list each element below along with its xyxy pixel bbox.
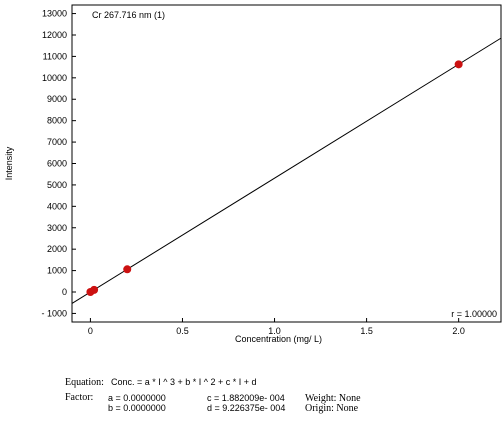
data-point (90, 285, 99, 294)
correlation-annotation: r = 1.00000 (451, 309, 497, 319)
factor-d: d = 9.226375e- 004 (207, 403, 285, 413)
equation-footer: Equation: Conc. = a * I ^ 3 + b * I ^ 2 … (65, 377, 361, 414)
y-tick-label: 5000 (47, 180, 67, 190)
y-tick-label: 10000 (42, 73, 67, 83)
y-axis-ticks: - 1000 0 1000 2000 3000 4000 5000 6000 7000 8000 9… (41, 9, 76, 318)
y-tick-label: 8000 (47, 116, 67, 126)
y-tick-label: 9000 (47, 94, 67, 104)
y-tick-label: 1000 (47, 266, 67, 276)
y-tick-label: 3000 (47, 223, 67, 233)
x-tick-label: 1.5 (360, 326, 373, 336)
weight-label: Weight: None (305, 393, 361, 404)
y-tick-label: 6000 (47, 159, 67, 169)
data-point (123, 265, 132, 274)
y-tick-label: 7000 (47, 137, 67, 147)
plot-area: - 1000 0 1000 2000 3000 4000 5000 6000 7000 8000 9… (41, 4, 502, 336)
data-point (454, 60, 463, 69)
equation-text: Conc. = a * I ^ 3 + b * I ^ 2 + c * I + … (111, 377, 257, 387)
x-axis-ticks: 0 0.5 1.0 1.5 2.0 (88, 318, 465, 336)
y-tick-label: 4000 (47, 201, 67, 211)
chart-title: Cr 267.716 nm (1) (92, 10, 165, 20)
fit-line (71, 37, 502, 304)
y-tick-label: - 1000 (41, 308, 67, 318)
factor-a: a = 0.0000000 (108, 393, 166, 403)
y-tick-label: 11000 (43, 51, 67, 61)
equation-label: Equation: (65, 377, 104, 388)
x-axis-label: Concentration (mg/ L) (235, 334, 322, 344)
factor-label: Factor: (65, 392, 93, 403)
y-tick-label: 0 (62, 287, 67, 297)
plot-frame (71, 4, 502, 323)
x-tick-label: 1.0 (268, 326, 281, 336)
x-tick-label: 0 (88, 326, 93, 336)
fit-line-group (71, 37, 502, 304)
y-tick-label: 13000 (42, 9, 67, 19)
data-points (86, 60, 463, 297)
y-axis-label: Intensity (4, 146, 14, 180)
y-tick-label: 2000 (47, 244, 67, 254)
origin-label: Origin: None (305, 403, 359, 414)
x-tick-label: 0.5 (176, 326, 189, 336)
factor-b: b = 0.0000000 (108, 403, 166, 413)
y-tick-label: 12000 (42, 30, 67, 40)
factor-c: c = 1.882009e- 004 (207, 393, 285, 403)
x-tick-label: 2.0 (452, 326, 465, 336)
